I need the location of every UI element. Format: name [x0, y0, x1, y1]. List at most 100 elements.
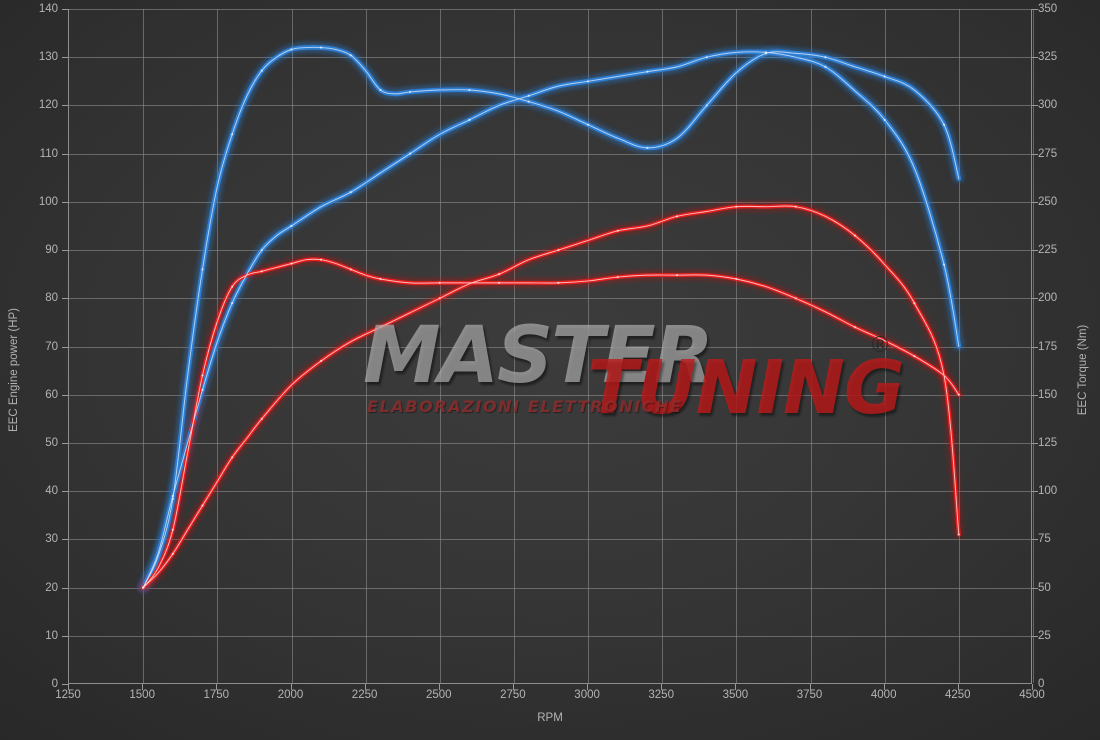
y-axis-right-tick-label: 250 — [1038, 195, 1058, 208]
grid-line-horizontal — [69, 153, 1031, 155]
x-axis-tick-mark — [883, 684, 885, 690]
x-axis-tick-mark — [1032, 684, 1033, 690]
series-point — [527, 100, 530, 103]
y-axis-right-tick-mark — [1032, 105, 1038, 107]
series-point — [646, 146, 649, 149]
y-axis-left-tick-label: 120 — [38, 99, 58, 112]
x-axis-tick-label: 2750 — [500, 689, 526, 701]
series-point — [675, 215, 679, 218]
x-axis-tick-label: 2500 — [426, 689, 452, 701]
series-point — [468, 88, 471, 92]
series-point — [942, 123, 946, 126]
series-point — [527, 94, 530, 97]
series-point — [349, 191, 352, 194]
y-axis-left-tick-label: 60 — [45, 388, 58, 401]
series-point — [379, 326, 382, 329]
y-axis-right-tick-label: 100 — [1038, 485, 1058, 498]
x-axis-tick-label: 3500 — [722, 689, 749, 701]
series-point — [409, 90, 412, 94]
series-point — [349, 54, 352, 57]
series-point — [557, 248, 560, 252]
grid-line-vertical — [513, 9, 515, 683]
series-point — [320, 258, 323, 261]
y-axis-left-tick-label: 130 — [38, 51, 58, 64]
grid-line-horizontal — [69, 394, 1031, 396]
series-point — [201, 504, 204, 507]
series-point — [142, 586, 145, 589]
x-axis-tick-label: 3000 — [574, 689, 600, 701]
series-point — [201, 388, 204, 391]
series-highlight-3 — [142, 205, 960, 589]
grid-line-horizontal — [69, 201, 1031, 203]
series-point — [349, 268, 352, 271]
y-axis-right-tick-label: 325 — [1038, 51, 1058, 64]
series-point — [675, 274, 679, 277]
grid-line-vertical — [291, 9, 293, 683]
x-axis-tick-label: 1750 — [203, 689, 230, 701]
y-axis-left-tick-label: 0 — [51, 678, 58, 690]
series-point — [290, 224, 293, 228]
series-point — [883, 118, 886, 121]
grid-line-horizontal — [69, 635, 1031, 637]
y-axis-right-tick-label: 275 — [1038, 147, 1058, 160]
y-axis-right-tick-mark — [1032, 250, 1038, 252]
y-axis-right-title: EEC Torque (Nm) — [1077, 324, 1089, 416]
series-line-3 — [141, 204, 961, 590]
y-axis-left-tick-mark — [62, 491, 68, 493]
series-point — [705, 104, 708, 107]
y-axis-right-tick-mark — [1032, 491, 1038, 493]
y-axis-left-tick-label: 50 — [45, 436, 58, 449]
x-axis-tick-mark — [68, 684, 69, 690]
y-axis-right-tick-label: 50 — [1038, 581, 1051, 594]
grid-line-horizontal — [69, 298, 1031, 300]
x-axis-tick-mark — [364, 684, 366, 690]
y-axis-left-tick-label: 90 — [45, 244, 58, 257]
grid-line-vertical — [588, 9, 590, 683]
y-axis-left-tick-label: 70 — [45, 340, 58, 353]
y-axis-left-tick-label: 80 — [45, 292, 58, 305]
x-axis-tick-label: 4500 — [1019, 689, 1045, 701]
y-axis-left-tick-mark — [62, 9, 68, 10]
series-point — [497, 281, 501, 284]
series-highlight-2 — [142, 258, 960, 589]
y-axis-right-tick-label: 175 — [1038, 340, 1058, 353]
series-point — [883, 75, 886, 78]
series-point — [586, 123, 590, 126]
y-axis-right-tick-mark — [1032, 539, 1038, 541]
x-axis-tick-mark — [216, 684, 218, 690]
y-axis-left-title: EEC Engine power (HP) — [8, 308, 20, 432]
x-axis-tick-label: 3750 — [796, 689, 823, 701]
x-axis-tick-mark — [438, 684, 440, 690]
series-point — [824, 56, 827, 59]
x-axis-tick-label: 2000 — [277, 689, 304, 701]
grid-line-vertical — [736, 9, 738, 683]
series-point — [616, 275, 619, 279]
series-point — [557, 281, 560, 284]
series-point — [290, 48, 293, 51]
y-axis-right-tick-label: 75 — [1038, 533, 1051, 546]
series-point — [438, 281, 441, 284]
series-point — [320, 359, 323, 363]
y-axis-right-tick-mark — [1032, 587, 1038, 589]
x-axis-tick-mark — [809, 684, 811, 690]
series-line-2 — [141, 257, 961, 590]
x-axis-tick-mark — [512, 684, 514, 690]
series-point — [586, 80, 590, 83]
y-axis-left-tick-mark — [62, 539, 68, 541]
series-point — [913, 355, 916, 358]
y-axis-left-tick-mark — [62, 105, 68, 107]
series-point — [260, 417, 263, 420]
y-axis-left-tick-mark — [62, 394, 68, 396]
grid-line-horizontal — [69, 539, 1031, 541]
x-axis-tick-label: 4000 — [870, 689, 897, 701]
grid-line-horizontal — [69, 9, 1031, 10]
x-axis-tick-mark — [142, 684, 144, 690]
grid-line-vertical — [1033, 9, 1034, 683]
x-axis-tick-label: 2250 — [351, 689, 378, 701]
y-axis-right-tick-label: 25 — [1038, 629, 1051, 642]
series-point — [260, 270, 263, 273]
series-point — [735, 205, 738, 208]
x-axis-tick-label: 1250 — [55, 689, 81, 701]
y-axis-right-tick-mark — [1032, 635, 1038, 637]
